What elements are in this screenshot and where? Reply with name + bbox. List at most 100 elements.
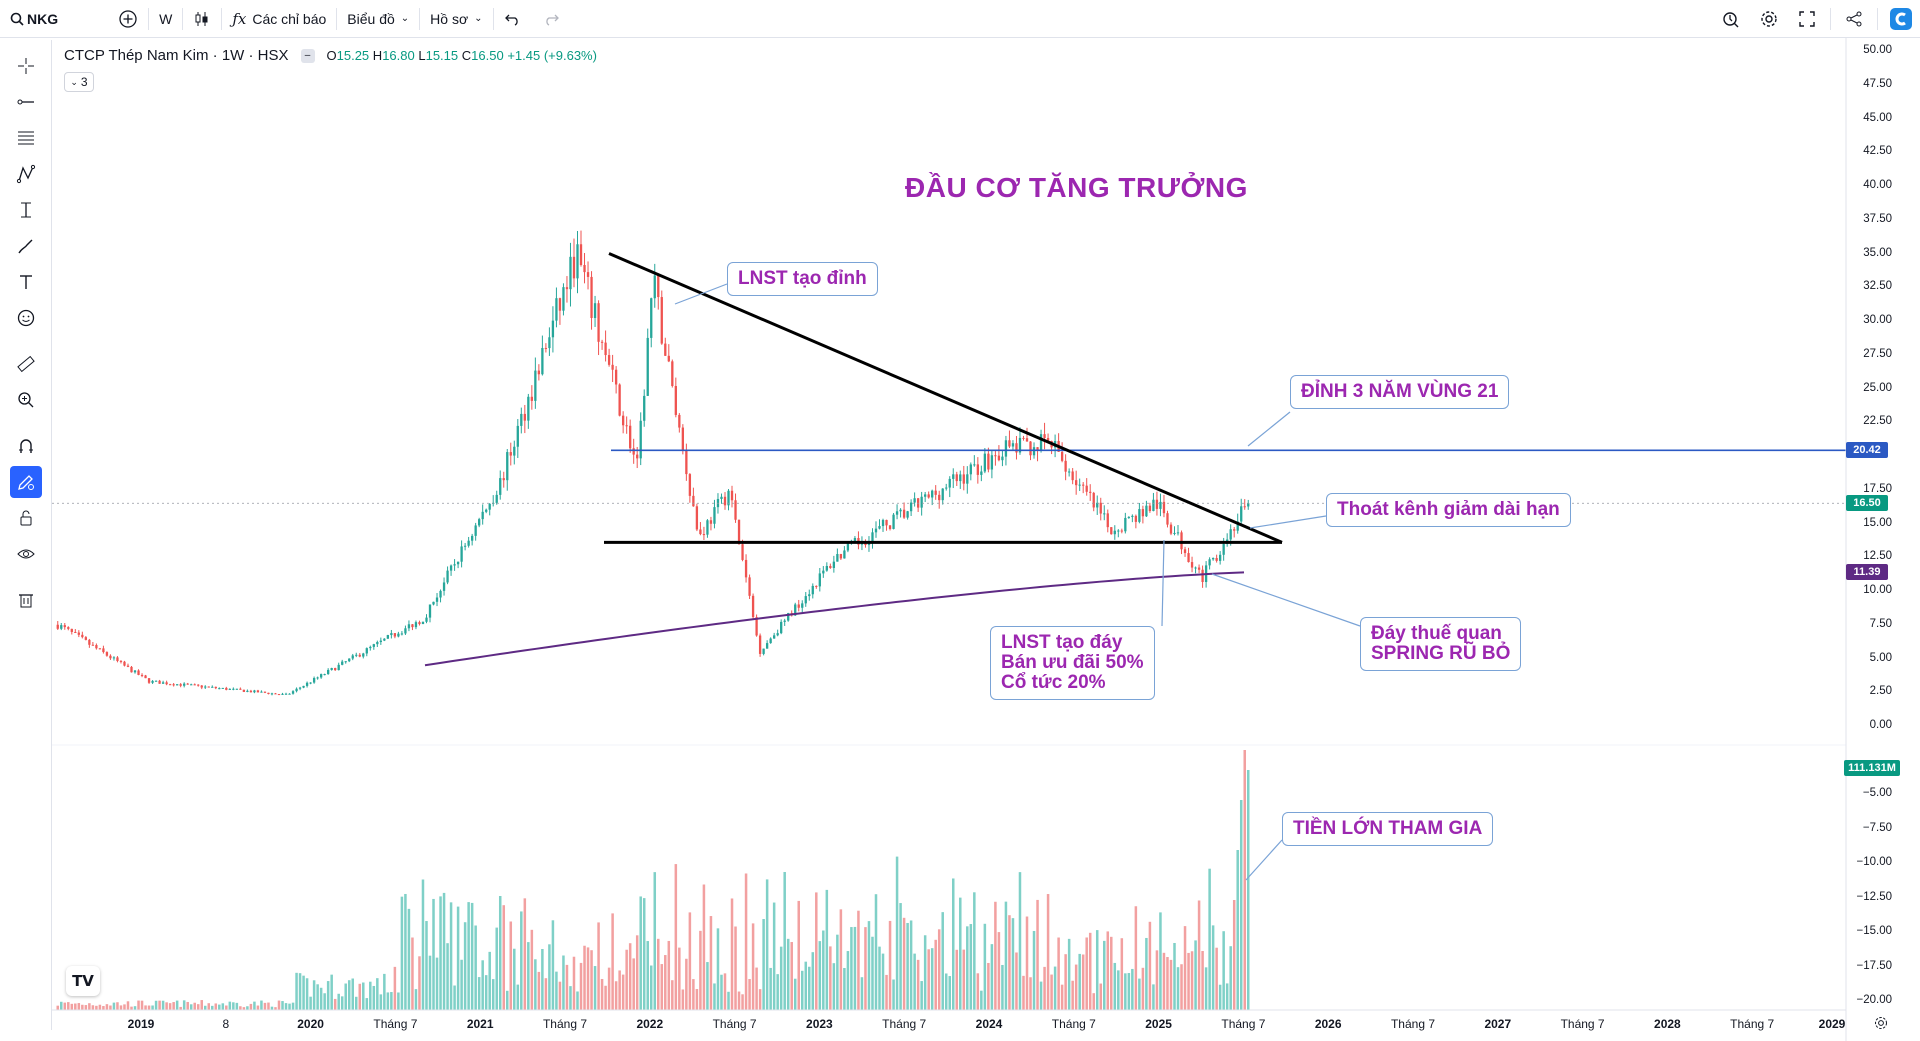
text-tool[interactable] — [10, 266, 42, 298]
indicators-label: Các chỉ báo — [252, 10, 327, 27]
redo-button[interactable] — [532, 0, 570, 38]
price-axis-label: 22.50 — [1863, 415, 1892, 428]
settings-button[interactable] — [1750, 0, 1788, 38]
tradingview-logo[interactable]: 𝗧𝗩 — [66, 966, 100, 996]
brush-tool[interactable] — [10, 230, 42, 262]
candle-body — [586, 272, 590, 277]
volume-bar — [751, 923, 755, 1010]
share-button[interactable] — [1835, 0, 1873, 38]
candle-body — [639, 420, 642, 459]
volume-bar — [706, 962, 709, 1010]
candle-body — [948, 478, 951, 488]
profile-menu-button[interactable]: Hồ sơ ⌄ — [420, 0, 492, 38]
volume-bar — [246, 1006, 249, 1010]
candle-body — [864, 542, 867, 546]
candle-body — [590, 276, 593, 318]
candle-body — [723, 496, 727, 506]
volume-bar — [1162, 952, 1166, 1010]
volume-bar — [91, 1005, 95, 1010]
candle-body — [302, 685, 305, 688]
pattern-tool[interactable] — [10, 158, 42, 190]
time-axis-label: 2028 — [1654, 1017, 1681, 1031]
search-icon — [10, 12, 24, 26]
visibility-tool[interactable] — [10, 538, 42, 570]
time-axis-label: Tháng 7 — [1390, 1017, 1436, 1031]
volume-bar — [846, 951, 850, 1010]
callout-pointer-spring[interactable] — [1211, 573, 1361, 627]
app-logo-button[interactable] — [1882, 0, 1920, 38]
emoji-tool[interactable] — [10, 302, 42, 334]
candle-body — [60, 625, 63, 629]
callout-bottom[interactable]: LNST tạo đáy Bán ưu đãi 50% Cổ tức 20% — [990, 626, 1155, 700]
descending-trendline[interactable] — [608, 252, 1283, 544]
projection-tool[interactable] — [10, 194, 42, 226]
candle-body — [1011, 443, 1015, 447]
delete-tool[interactable] — [10, 584, 42, 616]
volume-bar — [758, 989, 762, 1010]
candle-body — [1134, 515, 1138, 522]
candle-body — [822, 570, 825, 574]
legend-collapse-button[interactable]: ⌄ 3 — [64, 72, 94, 92]
callout-pointer-bottom[interactable] — [1161, 539, 1165, 627]
price-axis-label: 50.00 — [1863, 44, 1892, 56]
axis-settings-button[interactable] — [1873, 1015, 1889, 1036]
volume-bar — [779, 946, 783, 1010]
volume-bar — [776, 974, 779, 1010]
fullscreen-button[interactable] — [1788, 0, 1826, 38]
top-toolbar: NKG W ƒx Các chỉ báo Biểu đồ ⌄ Hồ sơ ⌄ — [0, 0, 1920, 38]
lock-tool[interactable] — [10, 502, 42, 534]
time-axis-label: 8 — [222, 1017, 230, 1031]
chart-menu-button[interactable]: Biểu đồ ⌄ — [337, 0, 419, 38]
volume-bar — [579, 962, 583, 1010]
candle-body — [249, 690, 253, 693]
interval-button[interactable]: W — [149, 0, 182, 38]
callout-pointer-big-money[interactable] — [1245, 839, 1283, 881]
price-tag-ma: 11.39 — [1846, 564, 1888, 581]
callout-pointer-peak[interactable] — [674, 283, 728, 305]
callout-three-year-top[interactable]: ĐỈNH 3 NĂM VÙNG 21 — [1290, 375, 1510, 409]
volume-bar — [576, 991, 579, 1010]
indicators-button[interactable]: ƒx Các chỉ báo — [222, 0, 336, 38]
callout-spring[interactable]: Đáy thuế quan SPRING RŨ BỎ — [1360, 617, 1522, 671]
crosshair-tool[interactable] — [10, 50, 42, 82]
callout-pointer-top[interactable] — [1247, 411, 1291, 447]
replay-button[interactable] — [1712, 0, 1750, 38]
zoom-tool[interactable] — [10, 384, 42, 416]
magnet-tool[interactable] — [10, 430, 42, 462]
legend-settings-icon[interactable]: – — [300, 48, 315, 63]
volume-bar — [263, 1002, 267, 1010]
undo-button[interactable] — [494, 0, 532, 38]
trendline-tool[interactable] — [10, 86, 42, 118]
fib-tool[interactable] — [10, 122, 42, 154]
candle-body — [499, 478, 502, 495]
volume-bar — [1081, 954, 1085, 1010]
volume-bar — [1095, 930, 1099, 1010]
compare-button[interactable] — [108, 0, 148, 38]
callout-pointer-breakout[interactable] — [1249, 515, 1327, 529]
ruler-tool[interactable] — [10, 348, 42, 380]
candle-body — [281, 693, 284, 695]
candle-body — [442, 582, 446, 591]
volume-bar — [1169, 959, 1173, 1010]
volume-bar — [463, 922, 467, 1010]
keep-drawing-tool[interactable] — [10, 466, 42, 498]
candle-body — [583, 265, 586, 273]
candle-body — [829, 565, 832, 568]
candle-body — [1187, 553, 1190, 563]
symbol-search[interactable]: NKG — [0, 0, 68, 38]
annotation-title[interactable]: ĐẦU CƠ TĂNG TRƯỞNG — [905, 172, 1248, 203]
candle-body — [843, 550, 846, 559]
moving-average-line[interactable] — [424, 571, 1245, 667]
candle-body — [632, 448, 635, 455]
volume-bar — [818, 941, 822, 1010]
volume-bar — [228, 1001, 232, 1010]
volume-bar — [175, 1000, 179, 1010]
callout-peak[interactable]: LNST tạo đỉnh — [727, 262, 878, 296]
callout-breakout[interactable]: Thoát kênh giảm dài hạn — [1326, 493, 1571, 527]
volume-bar — [934, 939, 937, 1010]
callout-big-money[interactable]: TIỀN LỚN THAM GIA — [1282, 812, 1494, 846]
volume-bar — [632, 958, 635, 1010]
ruler-icon — [17, 355, 35, 373]
chart-type-button[interactable] — [183, 0, 221, 38]
